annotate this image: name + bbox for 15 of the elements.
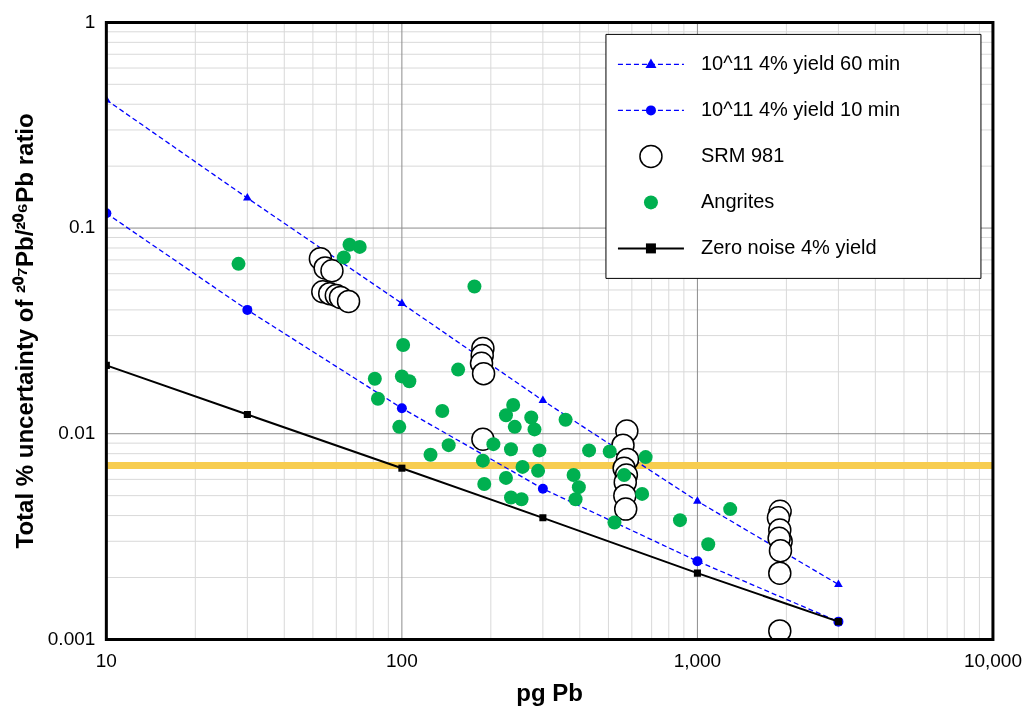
x-tick-label: 10 [95,650,117,672]
x-tick-label: 1,000 [673,650,722,672]
legend-label: 10^11 4% yield 60 min [700,51,901,74]
legend-label: Zero noise 4% yield [700,235,877,258]
legend-label: Angrites [700,189,775,212]
y-tick-label: 1 [84,10,96,32]
y-tick-label: 0.1 [68,216,96,238]
x-tick-label: 10,000 [963,650,1023,672]
y-tick-label: 0.001 [47,627,96,649]
y-axis-title: Total % uncertainty of ²⁰⁷Pb/²⁰⁶Pb ratio [11,113,39,549]
y-tick-label: 0.01 [58,421,96,443]
legend-label: SRM 981 [700,143,785,166]
x-tick-label: 100 [386,650,418,672]
legend-label: 10^11 4% yield 10 min [700,97,901,120]
x-axis-title: pg Pb [516,679,583,707]
